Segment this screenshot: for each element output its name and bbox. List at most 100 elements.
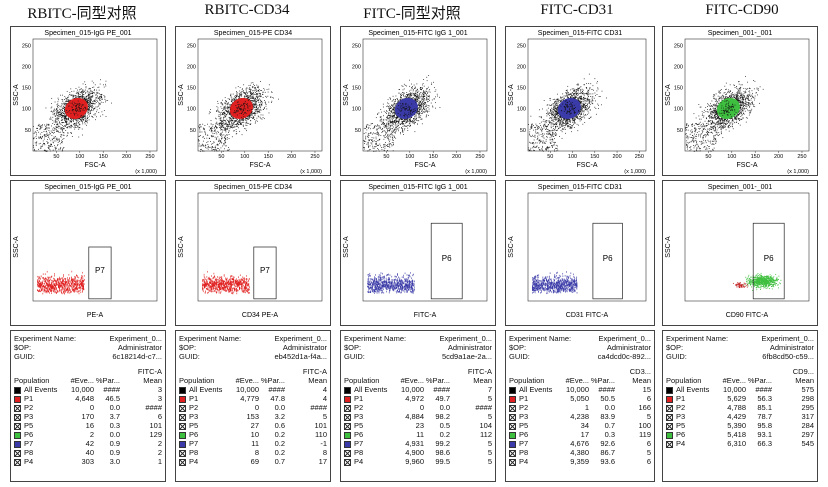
population-name: P6 <box>354 430 364 439</box>
population-name: P5 <box>519 421 529 430</box>
gate-label: P6 <box>764 254 774 263</box>
table-row: All Events 10,000 #### 4 <box>179 385 327 394</box>
x-axis-label: FSC-A <box>577 162 598 169</box>
event-count: 69 <box>250 457 259 466</box>
percent-parent: 0.3 <box>604 430 615 439</box>
mean-value: 6 <box>157 412 162 421</box>
mean-value: 5 <box>487 439 492 448</box>
population-name: P3 <box>24 412 34 421</box>
y-axis-label: SSC-A <box>13 236 20 258</box>
swatch-cell <box>179 412 189 421</box>
swatch-cell <box>14 457 24 466</box>
fluorescence-ssc-plot: Specimen_015-IgG PE_001 PE-A SSC-A P7 <box>10 180 166 326</box>
percent-parent: 46.5 <box>105 394 120 403</box>
percent-parent: 66.3 <box>757 439 772 448</box>
population-color-swatch <box>344 440 351 448</box>
mean-value: 575 <box>801 385 814 394</box>
y-axis-label: SSC-A <box>508 236 515 258</box>
population-name: P8 <box>354 448 364 457</box>
header-population: Population <box>666 376 702 385</box>
y-axis-label: SSC-A <box>178 84 185 106</box>
guid-value: ca4dcd0c-892... <box>597 352 651 361</box>
event-count: 16 <box>85 421 94 430</box>
x-tick-label: 250 <box>475 154 484 160</box>
percent-parent: 93.6 <box>600 457 615 466</box>
swatch-cell <box>344 385 354 394</box>
swatch-cell <box>509 448 519 457</box>
experiment-name-value: Experiment_0... <box>109 334 162 343</box>
event-count: 42 <box>85 439 94 448</box>
table-header: Population #Eve... %Par... Mean <box>509 376 651 385</box>
statistics-panel: Experiment Name: Experiment_0... $OP: Admin… <box>175 330 331 482</box>
gated-population-dots <box>559 99 579 118</box>
table-row: All Events 10,000 #### 7 <box>344 385 492 394</box>
experiment-name-value: Experiment_0... <box>598 334 651 343</box>
population-color-swatch <box>666 422 673 430</box>
channel-header: FITC-A <box>302 367 327 376</box>
x-axis-label: PE-A <box>87 312 104 319</box>
event-dots <box>37 270 85 295</box>
x-axis-label: FSC-A <box>737 162 758 169</box>
swatch-cell <box>344 403 354 412</box>
x-tick-label: 150 <box>590 154 599 160</box>
fluorescence-ssc-plot: Specimen_015-PE CD34 CD34 PE-A SSC-A P7 <box>175 180 331 326</box>
y-tick-label: 250 <box>22 43 31 49</box>
header-events: #Eve... <box>235 376 259 385</box>
event-count: 10,000 <box>401 385 424 394</box>
percent-parent: 83.9 <box>600 412 615 421</box>
event-count: 8 <box>254 448 259 457</box>
event-count: 11 <box>416 430 424 439</box>
percent-parent: 0.7 <box>274 457 285 466</box>
event-dots <box>202 270 250 295</box>
gated-population-dots <box>230 99 253 119</box>
event-count: 10,000 <box>566 385 589 394</box>
event-count: 2 <box>89 430 94 439</box>
swatch-cell <box>666 421 676 430</box>
swatch-cell <box>14 412 24 421</box>
plot-frame <box>527 192 647 302</box>
guid-row: GUID: 6fb8cd50-c59... <box>666 352 814 361</box>
x-tick-label: 50 <box>383 154 389 160</box>
gated-population-dots <box>64 100 87 117</box>
header-mean: Mean <box>795 376 814 385</box>
percent-parent: 3.2 <box>274 412 285 421</box>
table-row: All Events 10,000 #### 3 <box>14 385 162 394</box>
mean-value: 4 <box>322 385 327 394</box>
table-row: P7 11 0.2 -1 <box>179 439 327 448</box>
population-name: All Events <box>354 385 388 394</box>
y-tick-label: 150 <box>352 86 361 92</box>
mean-value: 545 <box>801 439 814 448</box>
percent-parent: 49.7 <box>435 394 450 403</box>
table-header: Population #Eve... %Par... Mean <box>666 376 814 385</box>
mean-value: 5 <box>322 412 327 421</box>
table-row: P4 9,359 93.6 6 <box>509 457 651 466</box>
population-name: P5 <box>189 421 199 430</box>
percent-parent: 0.0 <box>109 430 120 439</box>
population-name: P7 <box>354 439 364 448</box>
y-tick-label: 100 <box>674 107 683 113</box>
event-count: 4,429 <box>727 412 746 421</box>
x-tick-label: 200 <box>774 154 783 160</box>
swatch-cell <box>14 439 24 448</box>
event-count: 4,788 <box>727 403 746 412</box>
plot-frame <box>684 38 810 152</box>
swatch-cell <box>179 394 189 403</box>
population-color-swatch <box>344 422 351 430</box>
y-tick-label: 250 <box>517 43 526 49</box>
swatch-cell <box>666 439 676 448</box>
y-tick-label: 50 <box>677 128 683 134</box>
experiment-name-row: Experiment Name: Experiment_0... <box>666 334 814 343</box>
column-title: RBITC-同型对照 <box>27 6 137 22</box>
mean-value: 5 <box>487 448 492 457</box>
population-color-swatch <box>14 440 21 448</box>
fluorescence-ssc-plot: Specimen_015-FITC IgG 1_001 FITC-A SSC-A P6 <box>340 180 496 326</box>
population-name: P5 <box>24 421 34 430</box>
mean-value: 8 <box>322 448 327 457</box>
population-color-swatch <box>344 395 351 403</box>
column-title: FITC-CD31 <box>540 2 614 18</box>
event-count: 10 <box>250 430 259 439</box>
population-name: P1 <box>676 394 686 403</box>
population-color-swatch <box>509 413 516 421</box>
y-tick-label: 200 <box>22 64 31 70</box>
population-color-swatch <box>344 431 351 439</box>
